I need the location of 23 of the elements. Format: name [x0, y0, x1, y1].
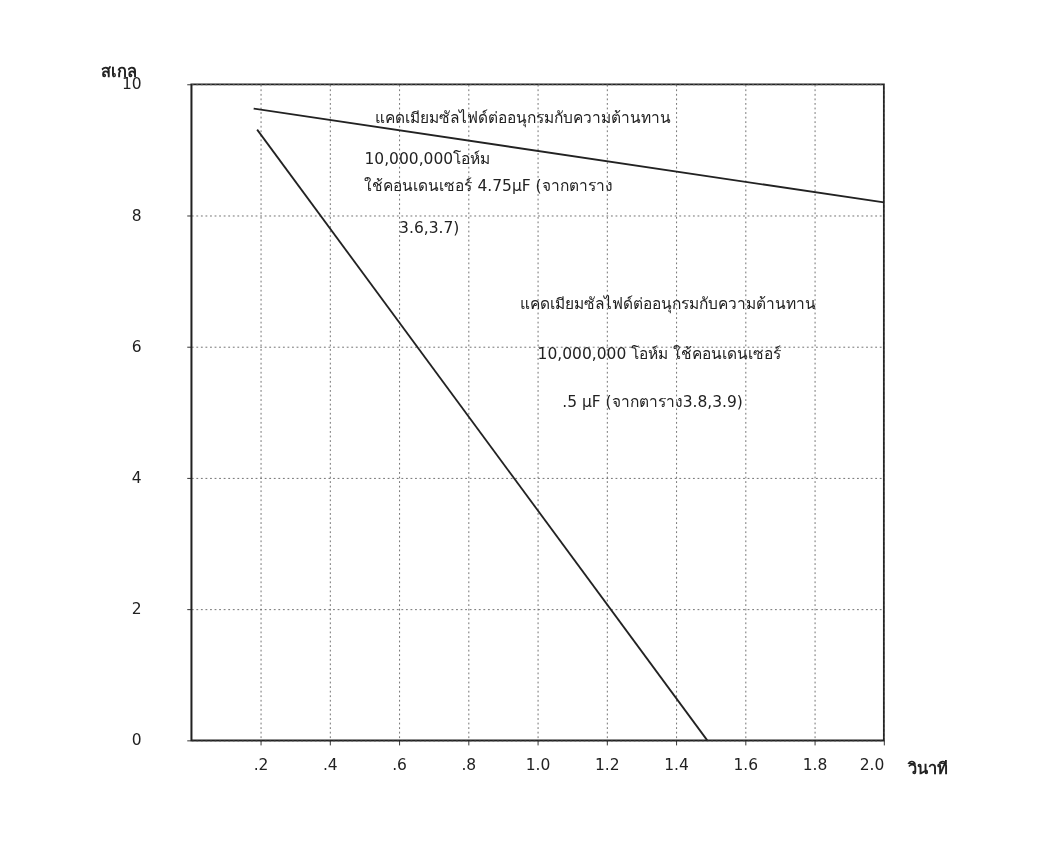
y-tick-label: 8 — [131, 206, 142, 225]
x-tick-label: 1.4 — [664, 756, 689, 774]
x-tick-label: .8 — [461, 756, 477, 774]
y-tick-label: 4 — [131, 468, 142, 487]
annotation: ใช้คอนเดนเซอร์ 4.75µF (จากตาราง — [364, 176, 613, 195]
x-tick-label: 1.0 — [525, 756, 551, 774]
x-tick-label: .4 — [322, 756, 338, 774]
annotation: 10,000,000 โอห์ม ใช้คอนเดนเซอร์ — [537, 344, 782, 363]
y-tick-label: 0 — [131, 731, 142, 750]
annotation: .5 µF (จากตาราง3.8,3.9) — [562, 392, 743, 411]
annotation: 10,000,000โอห์ม — [364, 149, 491, 168]
y-tick-label: 2 — [131, 600, 142, 619]
x-axis-title: วินาที — [907, 758, 949, 778]
x-tick-label: 1.6 — [733, 756, 759, 774]
x-tick-label: 2.0 — [859, 756, 885, 774]
x-tick-label: .6 — [392, 756, 407, 774]
x-tick-label: .2 — [253, 756, 269, 774]
annotation: แคดเมียมซัลไฟด์ต่ออนุกรมกับความต้านทาน — [374, 108, 671, 128]
x-tick-label: 1.8 — [802, 756, 828, 774]
x-tick-label: 1.2 — [595, 756, 620, 774]
annotation: 3.6,3.7) — [399, 218, 460, 237]
annotation: แคดเมียมซัลไฟด์ต่ออนุกรมกับความต้านทาน — [520, 295, 817, 315]
y-tick-label: 6 — [131, 337, 142, 356]
